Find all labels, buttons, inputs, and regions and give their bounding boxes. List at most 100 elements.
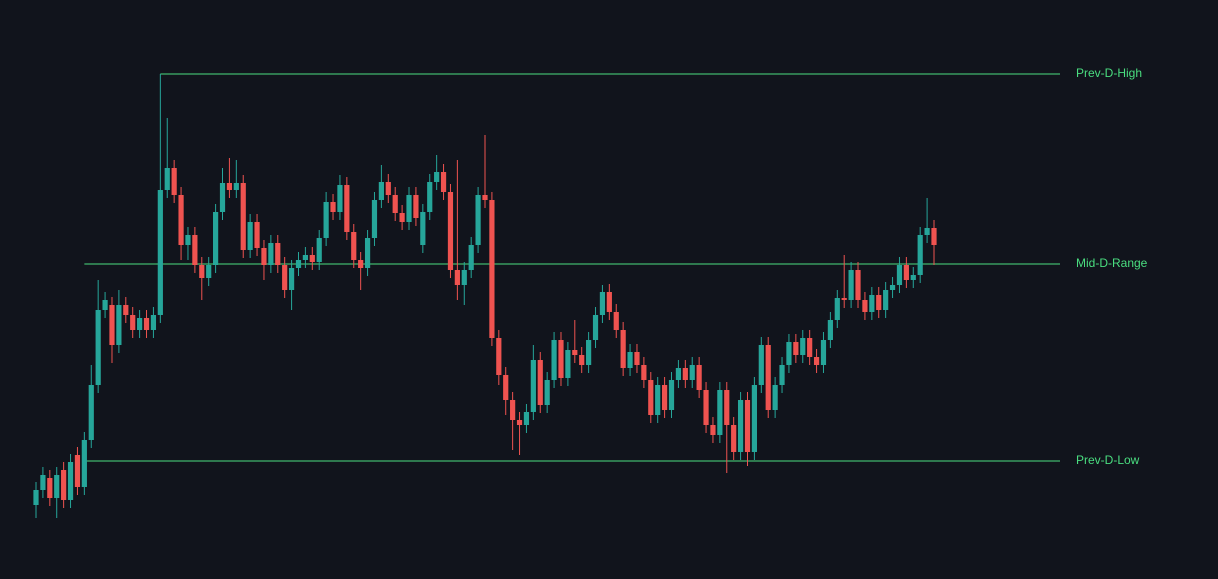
candle-body [848,270,854,300]
candle-body [620,330,626,368]
candle-body [510,400,516,420]
candle-body [655,385,661,415]
candle-body [910,275,916,280]
candle-body [392,195,398,213]
candle-body [316,238,322,262]
candle-body [406,195,412,222]
level-label: Mid-D-Range [1076,256,1148,270]
candle-body [247,222,253,250]
candle-body [358,260,364,268]
candle-body [206,265,212,278]
candle-body [565,350,571,378]
candle-body [807,338,813,357]
candle-body [834,298,840,320]
candle-body [537,360,543,405]
candle-body [364,238,371,268]
candle-body [130,315,136,330]
candle-body [496,338,502,375]
candle-body [634,352,640,365]
candle-body [213,212,219,265]
candle-body [855,270,861,300]
candle-body [924,228,930,235]
candle-body [758,345,764,385]
candle-body [399,213,405,222]
candle-body [876,295,882,310]
candle-body [178,195,184,245]
candle-body [344,185,350,232]
candle-body [150,315,157,330]
candle-body [143,318,150,330]
candle-body [606,292,612,312]
candle-body [551,340,557,380]
candle-body [47,478,53,498]
candle-body [102,300,108,310]
candle-body [579,355,585,365]
candle-body [330,202,336,212]
candle-body [558,340,564,378]
candle-body [434,172,440,182]
candle-body [896,265,903,285]
candle-body [413,195,419,218]
candle-body [302,255,308,260]
candle-body [689,365,695,380]
candle-body [261,248,267,265]
candle-body [268,243,274,265]
candle-body [109,305,115,345]
candle-body [123,305,129,315]
candle-body [841,298,847,300]
candle-body [820,340,827,365]
candle-body [648,380,654,415]
candle-body [88,385,94,440]
candle-body [613,312,619,330]
candle-body [744,400,751,452]
candle-body [309,255,315,262]
candle-body [813,357,820,365]
candle-body [489,200,495,338]
candle-body [765,345,771,410]
candle-body [420,212,426,245]
candle-body [282,265,288,290]
candle-body [427,182,433,212]
candle-body [883,290,889,310]
candle-body [786,342,792,365]
candle-body [157,190,163,315]
candle-body [675,368,682,380]
candle-body [185,235,191,245]
candle-body [599,292,606,315]
candle-body [710,425,716,435]
candle-body [116,305,122,345]
candle-body [254,222,260,248]
candle-body [81,440,87,487]
candle-body [717,390,723,435]
candle-body [219,183,226,212]
candle-body [523,412,530,425]
candle-body [54,475,60,498]
candle-body [731,425,737,452]
candle-body [40,475,46,490]
candle-body [295,260,302,268]
candle-body [668,380,675,410]
candle-body [67,462,74,500]
level-label: Prev-D-Low [1076,453,1140,467]
candle-body [61,470,67,500]
candle-body [586,340,592,365]
candle-body [440,172,447,192]
candle-body [475,195,481,245]
candle-body [503,375,509,400]
candle-body [800,338,806,355]
candle-body [461,270,467,285]
candle-body [662,385,668,410]
candle-body [869,295,875,312]
candle-body [682,368,688,380]
candle-body [33,490,39,505]
candle-body [572,350,578,355]
candle-body [751,385,757,452]
candle-body [447,192,454,270]
candle-body [137,318,143,330]
candle-body [385,182,391,195]
candle-body [192,235,198,265]
candle-body [164,168,170,190]
candle-body [917,235,923,275]
